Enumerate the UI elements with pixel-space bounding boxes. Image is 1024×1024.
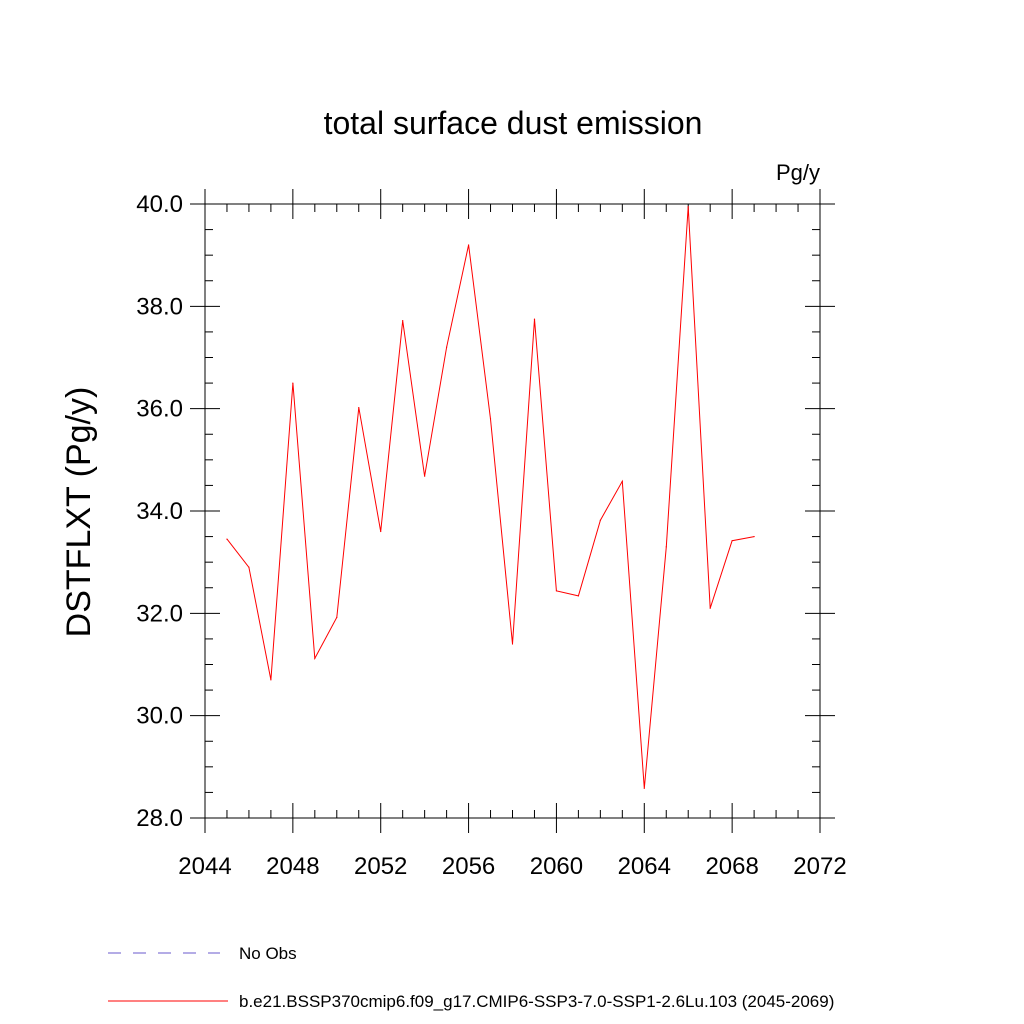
data-point (358, 407, 360, 409)
data-point (380, 530, 382, 533)
x-tick-label: 2044 (178, 853, 231, 880)
x-tick-label: 2048 (266, 853, 319, 880)
data-point (643, 787, 645, 789)
x-tick-label: 2068 (705, 853, 758, 880)
x-tick-label: 2060 (530, 853, 583, 880)
series-layer (226, 205, 755, 789)
data-point (621, 480, 623, 482)
data-point (314, 657, 316, 659)
data-point (533, 318, 536, 320)
legend: No Obs b.e21.BSSP370cmip6.f09_g17.CMIP6-… (108, 944, 834, 1011)
legend-label-model-run: b.e21.BSSP370cmip6.f09_g17.CMIP6-SSP3-7.… (239, 992, 834, 1011)
y-tick-label: 28.0 (136, 805, 183, 832)
chart-title: total surface dust emission (324, 105, 703, 141)
minor-ticks (205, 204, 820, 818)
data-point (753, 535, 755, 538)
legend-label-no-obs: No Obs (239, 944, 297, 963)
data-point (687, 205, 689, 208)
data-point (489, 418, 492, 420)
x-tick-label: 2052 (354, 853, 407, 880)
data-point (665, 546, 667, 548)
y-tick-label: 34.0 (136, 498, 183, 525)
x-tick-label: 2064 (618, 853, 671, 880)
data-point (226, 538, 228, 540)
data-point (402, 320, 404, 322)
data-point (270, 679, 272, 681)
data-point (731, 540, 733, 542)
x-axis-ticks: 2044 2048 2052 2056 2060 2064 2068 2072 (178, 189, 847, 880)
y-axis-label: DSTFLXT (Pg/y) (60, 387, 98, 638)
data-point (292, 382, 294, 384)
data-point (248, 566, 250, 568)
x-tick-label: 2072 (793, 853, 846, 880)
data-point (599, 519, 601, 521)
data-point (511, 643, 514, 645)
y-tick-label: 36.0 (136, 396, 183, 423)
y-tick-label: 30.0 (136, 703, 183, 730)
x-tick-label: 2056 (442, 853, 495, 880)
data-point (577, 595, 579, 597)
data-point (446, 346, 448, 348)
y-tick-label: 38.0 (136, 293, 183, 320)
plot-frame (204, 203, 821, 819)
y-tick-label: 40.0 (136, 191, 183, 218)
data-point (424, 475, 426, 477)
series-line-model-run (226, 206, 755, 789)
data-point (467, 244, 470, 246)
data-point (555, 590, 558, 592)
y-axis-ticks: 28.0 30.0 32.0 34.0 36.0 38.0 40.0 (136, 191, 835, 832)
data-point (709, 607, 711, 609)
units-label: Pg/y (776, 160, 820, 185)
data-point (336, 616, 338, 619)
y-tick-label: 32.0 (136, 600, 183, 627)
